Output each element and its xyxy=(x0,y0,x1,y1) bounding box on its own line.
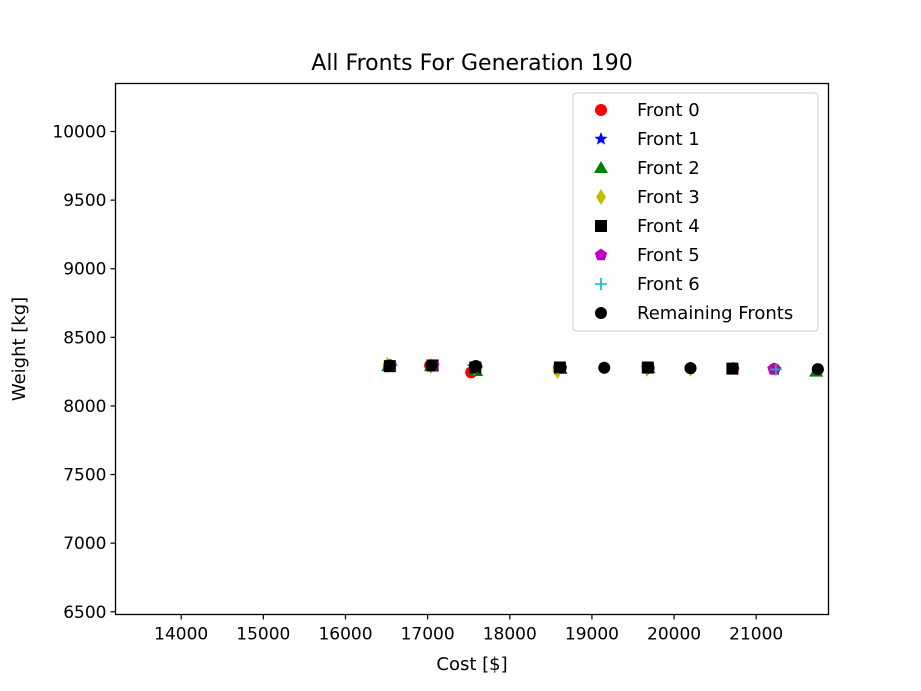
y-tick-label: 6500 xyxy=(63,603,106,623)
y-tick-label: 9000 xyxy=(63,260,106,280)
legend-label: Front 6 xyxy=(637,274,700,295)
legend-marker xyxy=(594,161,608,173)
legend-marker xyxy=(594,248,608,261)
data-points xyxy=(381,356,824,379)
legend-marker xyxy=(596,189,606,205)
y-tick-label: 10000 xyxy=(52,123,106,143)
chart-title: All Fronts For Generation 190 xyxy=(311,51,632,76)
data-point xyxy=(470,360,483,373)
x-tick-label: 18000 xyxy=(483,625,537,645)
legend-label: Remaining Fronts xyxy=(637,303,793,324)
legend-label: Front 2 xyxy=(637,158,700,179)
data-point xyxy=(642,361,655,374)
x-axis-ticks: 14000 15000 16000 17000 18000 19000 20000 21000 xyxy=(154,614,783,645)
y-axis-label: Weight [kg] xyxy=(9,297,30,401)
legend-box xyxy=(572,92,819,332)
legend-marker xyxy=(594,132,608,145)
legend-label: Front 3 xyxy=(637,187,700,208)
y-tick-label: 7500 xyxy=(63,466,106,486)
y-tick-label: 9500 xyxy=(63,191,106,211)
data-point xyxy=(811,363,824,376)
legend-marker xyxy=(595,104,607,116)
legend-label: Front 4 xyxy=(637,216,700,237)
x-tick-label: 14000 xyxy=(154,625,208,645)
legend-marker xyxy=(595,278,607,290)
x-tick-label: 20000 xyxy=(647,625,701,645)
legend-marker xyxy=(595,307,607,319)
x-tick-label: 21000 xyxy=(729,625,783,645)
data-point xyxy=(598,361,611,374)
x-tick-label: 17000 xyxy=(401,625,455,645)
legend-label: Front 0 xyxy=(637,100,700,121)
plot-frame xyxy=(114,82,830,616)
x-tick-label: 15000 xyxy=(236,625,290,645)
data-point xyxy=(425,359,438,372)
y-axis-ticks: 6500 7000 7500 8000 8500 9000 9500 10000 xyxy=(52,123,116,623)
y-tick-label: 8000 xyxy=(63,397,106,417)
legend-marker xyxy=(595,220,607,232)
data-point xyxy=(554,361,567,374)
series-7 xyxy=(383,359,824,376)
legend-label: Front 1 xyxy=(637,129,700,150)
data-point xyxy=(726,362,739,375)
x-tick-label: 19000 xyxy=(565,625,619,645)
data-point xyxy=(684,362,697,375)
legend-label: Front 5 xyxy=(637,245,700,266)
y-tick-label: 8500 xyxy=(63,328,106,348)
x-axis-label: Cost [$] xyxy=(436,654,507,675)
legend: Front 0 Front 1 Front 2 Front 3 Front 4 Front… xyxy=(572,92,819,332)
x-tick-label: 16000 xyxy=(318,625,372,645)
y-tick-label: 7000 xyxy=(63,534,106,554)
data-point xyxy=(383,359,396,372)
data-point xyxy=(769,363,782,376)
